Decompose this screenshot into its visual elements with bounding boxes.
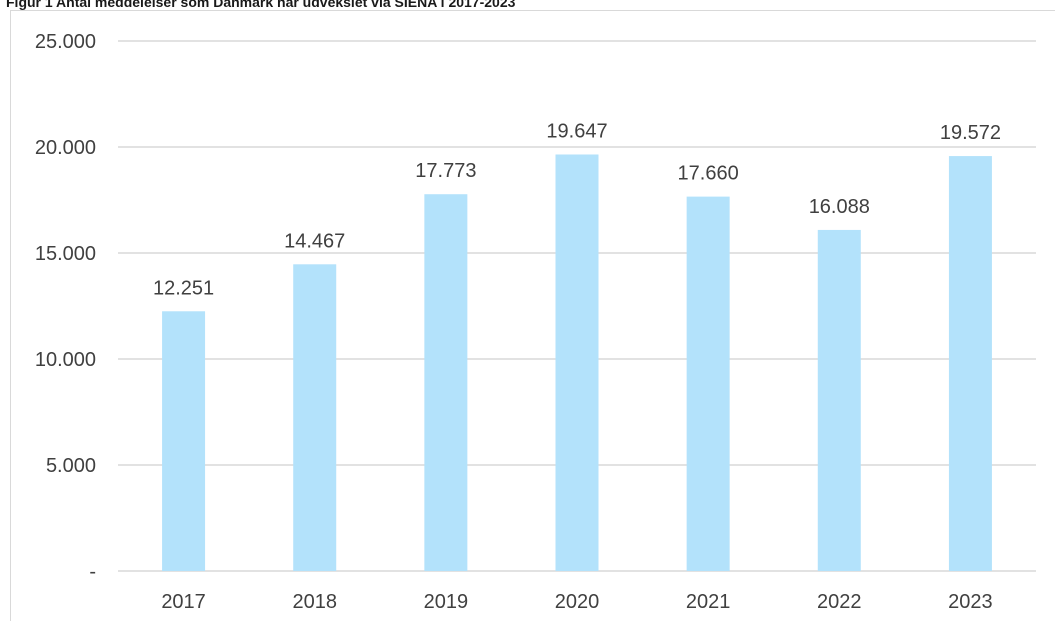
data-label-2022: 16.088 (809, 196, 870, 218)
bar-2019 (424, 194, 468, 571)
x-tick-label-2021: 2021 (686, 591, 731, 613)
data-label-2018: 14.467 (284, 230, 345, 252)
bar-2017 (162, 311, 206, 571)
x-tick-label-2020: 2020 (555, 591, 600, 613)
data-label-2023: 19.572 (940, 122, 1001, 144)
x-axis-tick-labels: 2017 2018 2019 2020 2021 2022 2023 (161, 591, 992, 613)
y-tick-label: 5.000 (46, 455, 96, 477)
data-label-2021: 17.660 (678, 163, 739, 185)
x-tick-label-2018: 2018 (292, 591, 337, 613)
bar-2020 (555, 154, 599, 572)
x-tick-label-2019: 2019 (424, 591, 469, 613)
y-tick-label: 25.000 (35, 31, 96, 53)
bars (162, 154, 992, 572)
chart-title: Figur 1 Antal meddelelser som Danmark ha… (6, 0, 516, 10)
bar-2023 (948, 156, 992, 571)
y-tick-label: 20.000 (35, 137, 96, 159)
bar-2021 (686, 196, 730, 571)
bar-2022 (817, 229, 861, 572)
data-labels: 12.251 14.467 17.773 19.647 17.660 16.088 19.5… (153, 120, 1001, 299)
y-tick-label: 15.000 (35, 243, 96, 265)
data-label-2017: 12.251 (153, 277, 214, 299)
data-label-2019: 17.773 (415, 160, 476, 182)
x-tick-label-2017: 2017 (161, 591, 206, 613)
x-tick-label-2022: 2022 (817, 591, 862, 613)
y-tick-label: 10.000 (35, 349, 96, 371)
x-tick-label-2023: 2023 (948, 591, 993, 613)
chart-frame-left (10, 10, 11, 621)
y-axis-tick-labels: - 5.000 10.000 15.000 20.000 25.000 (35, 31, 96, 583)
bar-2018 (293, 264, 337, 571)
y-tick-label: - (89, 561, 96, 583)
chart-frame-top (10, 10, 1055, 11)
data-label-2020: 19.647 (546, 120, 607, 142)
